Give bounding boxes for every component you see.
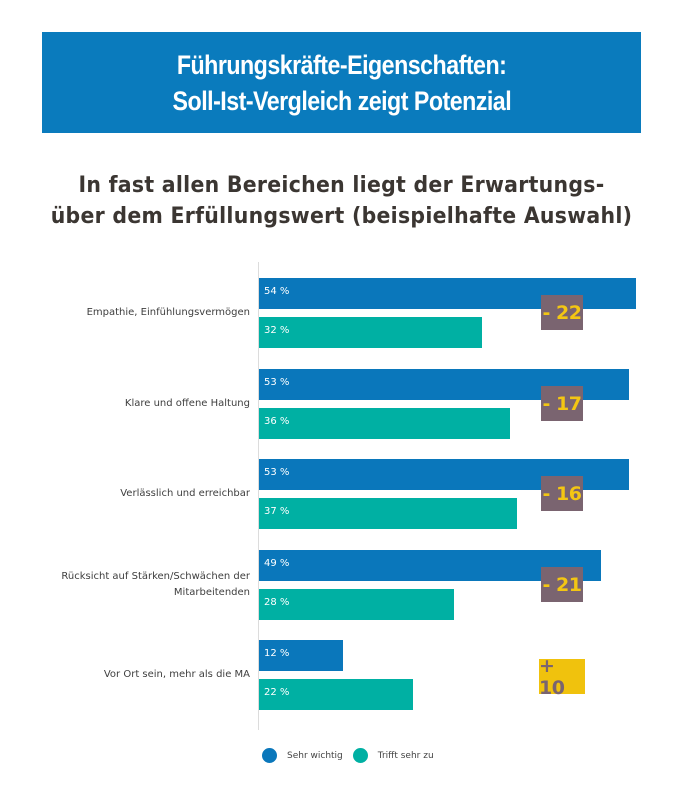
difference-badge: - 16 bbox=[541, 476, 583, 511]
chart-subtitle: In fast allen Bereichen liegt der Erwart… bbox=[0, 170, 683, 232]
bar-trifft-sehr-zu: 28 % bbox=[259, 589, 454, 620]
title-banner: Führungskräfte-Eigenschaften: Soll-Ist-V… bbox=[42, 32, 641, 133]
bar-value-label: 54 % bbox=[264, 286, 290, 297]
bar-value-label: 53 % bbox=[264, 377, 290, 388]
category-label-line: Mitarbeitenden bbox=[173, 587, 250, 598]
legend-swatch-sehr-wichtig bbox=[262, 748, 277, 763]
bar-trifft-sehr-zu: 37 % bbox=[259, 498, 517, 529]
legend-swatch-trifft-sehr-zu bbox=[352, 748, 368, 763]
bar-trifft-sehr-zu: 22 % bbox=[259, 679, 413, 710]
chart-subtitle-line-2: über dem Erfüllungswert (beispielhafte A… bbox=[50, 204, 633, 229]
bar-value-label: 22 % bbox=[264, 687, 290, 698]
legend-item-trifft-sehr-zu: Trifft sehr zu bbox=[352, 748, 434, 763]
difference-badge: - 21 bbox=[541, 567, 583, 602]
difference-badge: + 10 bbox=[539, 655, 585, 699]
category-label-line: Vor Ort sein, mehr als die MA bbox=[103, 669, 250, 680]
bar-value-label: 28 % bbox=[264, 597, 290, 608]
category-label-line: Klare und offene Haltung bbox=[124, 398, 250, 409]
bar-value-label: 53 % bbox=[264, 467, 290, 478]
chart-title-line-2: Soll-Ist-Vergleich zeigt Potenzial bbox=[172, 85, 511, 116]
bar-value-label: 36 % bbox=[264, 416, 290, 427]
category-label-line: Empathie, Einfühlungsvermögen bbox=[86, 307, 250, 318]
category-axis-line bbox=[258, 262, 259, 730]
difference-badge: - 22 bbox=[541, 295, 583, 330]
chart-title-line-1: Führungskräfte-Eigenschaften: bbox=[176, 49, 507, 80]
legend-label-trifft-sehr-zu: Trifft sehr zu bbox=[377, 750, 434, 761]
bar-sehr-wichtig: 12 % bbox=[259, 640, 343, 671]
bar-value-label: 49 % bbox=[264, 558, 290, 569]
legend: Sehr wichtig Trifft sehr zu bbox=[262, 748, 444, 763]
legend-item-sehr-wichtig: Sehr wichtig bbox=[262, 748, 343, 763]
legend-label-sehr-wichtig: Sehr wichtig bbox=[287, 750, 343, 761]
category-label-line: Verlässlich und erreichbar bbox=[120, 488, 250, 499]
category-label: Rücksicht auf Stärken/Schwächen der Mitar… bbox=[40, 569, 250, 601]
category-label: Vor Ort sein, mehr als die MA bbox=[40, 667, 250, 683]
bar-trifft-sehr-zu: 32 % bbox=[259, 317, 482, 348]
bar-trifft-sehr-zu: 36 % bbox=[259, 408, 510, 439]
category-label-line: Rücksicht auf Stärken/Schwächen der bbox=[61, 571, 250, 582]
category-label: Empathie, Einfühlungsvermögen bbox=[40, 305, 250, 321]
bar-value-label: 37 % bbox=[264, 506, 290, 517]
bar-value-label: 32 % bbox=[264, 325, 290, 336]
difference-badge: - 17 bbox=[541, 386, 583, 421]
category-label: Klare und offene Haltung bbox=[40, 396, 250, 412]
category-label: Verlässlich und erreichbar bbox=[40, 486, 250, 502]
chart-subtitle-line-1: In fast allen Bereichen liegt der Erwart… bbox=[78, 173, 605, 198]
bar-value-label: 12 % bbox=[264, 648, 290, 659]
